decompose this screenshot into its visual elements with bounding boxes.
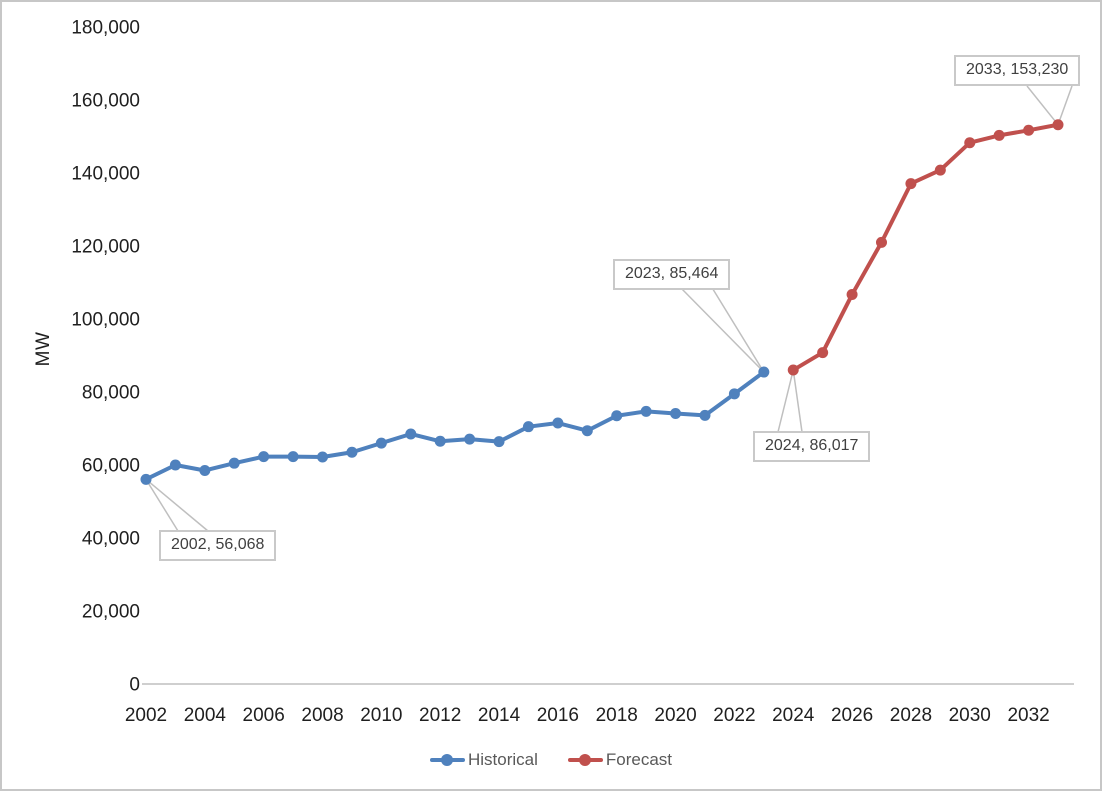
x-axis-tick-label: 2022 (713, 705, 755, 726)
y-axis-tick-label: 40,000 (82, 529, 140, 550)
callout-leader-line (777, 369, 794, 433)
legend-label-forecast: Forecast (605, 750, 673, 769)
data-label-2024: 2024, 86,017 (753, 431, 871, 462)
data-point-forecast-2027 (876, 236, 887, 248)
callout-leader-line (1026, 85, 1059, 126)
data-point-forecast-2032 (1023, 124, 1035, 136)
data-point-historical-2007 (287, 451, 299, 463)
callout-leader-line (678, 285, 765, 373)
y-axis-tick-label: 0 (129, 675, 140, 696)
x-axis-tick-label: 2026 (831, 705, 873, 726)
data-point-forecast-2033 (1052, 119, 1064, 131)
data-point-forecast-2030 (964, 137, 976, 149)
y-axis-title: MW (33, 331, 54, 367)
data-point-historical-2004 (199, 464, 211, 476)
forecast-line-marker-icon (567, 754, 603, 766)
series-line-forecast (791, 122, 1061, 373)
y-axis-tick-label: 160,000 (71, 91, 140, 112)
data-point-historical-2013 (464, 433, 476, 445)
x-axis-tick-label: 2006 (243, 705, 285, 726)
x-axis-tick-label: 2028 (890, 705, 932, 726)
data-point-historical-2009 (346, 446, 358, 458)
y-axis-tick-label: 180,000 (71, 18, 140, 39)
callout-leader-line (145, 478, 179, 532)
legend-item-forecast: Forecast (567, 750, 673, 770)
x-axis-tick-label: 2016 (537, 705, 579, 726)
data-label-2023: 2023, 85,464 (613, 259, 731, 290)
data-point-historical-2011 (405, 428, 417, 440)
x-axis-tick-label: 2012 (419, 705, 461, 726)
x-axis-tick-label: 2014 (478, 705, 521, 726)
data-point-historical-2006 (258, 451, 270, 463)
data-point-forecast-2029 (934, 164, 946, 176)
x-axis-tick-label: 2032 (1007, 705, 1049, 726)
data-point-historical-2012 (434, 435, 446, 447)
data-point-historical-2010 (375, 437, 387, 449)
legend: Historical Forecast (2, 746, 1100, 774)
x-axis-tick-label: 2010 (360, 705, 402, 726)
callout-leader-line (145, 478, 209, 532)
data-point-historical-2002 (140, 473, 152, 485)
data-point-historical-2018 (611, 410, 623, 422)
data-point-historical-2023 (758, 366, 770, 378)
data-point-historical-2017 (581, 425, 593, 437)
data-point-historical-2015 (522, 421, 534, 433)
legend-label-historical: Historical (467, 750, 538, 769)
y-axis-tick-label: 20,000 (82, 602, 140, 623)
data-point-historical-2019 (640, 405, 652, 417)
data-label-2033: 2033, 153,230 (954, 55, 1081, 86)
data-point-historical-2021 (699, 409, 711, 421)
x-axis-tick-label: 2004 (184, 705, 227, 726)
callout-leader-line (792, 369, 803, 433)
data-point-historical-2003 (169, 459, 181, 471)
y-axis-tick-label: 60,000 (82, 456, 140, 477)
data-point-forecast-2028 (905, 178, 917, 190)
y-axis-tick-label: 100,000 (71, 310, 140, 331)
x-axis-tick-label: 2020 (654, 705, 696, 726)
data-point-forecast-2031 (993, 129, 1005, 141)
x-axis-tick-label: 2030 (949, 705, 991, 726)
data-point-historical-2008 (317, 451, 329, 463)
y-axis-tick-label: 120,000 (71, 237, 140, 258)
data-label-2002: 2002, 56,068 (159, 530, 277, 561)
data-point-historical-2005 (228, 457, 240, 469)
callout-leader-line (710, 285, 765, 373)
y-axis-tick-label: 80,000 (82, 383, 140, 404)
x-axis-tick-label: 2008 (301, 705, 343, 726)
historical-line-marker-icon (429, 754, 465, 766)
data-point-forecast-2024 (787, 364, 799, 376)
data-point-forecast-2026 (846, 289, 858, 301)
data-point-historical-2022 (728, 388, 740, 400)
callout-leader-line (1057, 85, 1073, 125)
data-point-historical-2016 (552, 417, 564, 429)
x-axis-tick-label: 2002 (125, 705, 167, 726)
series-line-historical (144, 370, 766, 482)
legend-item-historical: Historical (429, 750, 538, 770)
data-point-historical-2014 (493, 436, 505, 448)
y-axis-tick-label: 140,000 (71, 164, 140, 185)
data-point-forecast-2025 (817, 347, 829, 359)
x-axis-tick-label: 2018 (596, 705, 638, 726)
x-axis-tick-label: 2024 (772, 705, 815, 726)
data-point-historical-2020 (670, 408, 682, 420)
